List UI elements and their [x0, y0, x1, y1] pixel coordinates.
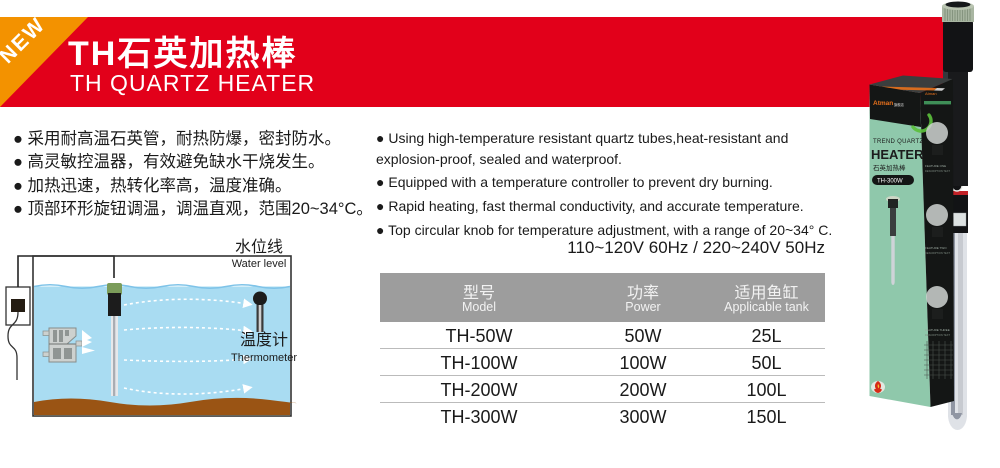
svg-text:DESCRIPTION TEXT: DESCRIPTION TEXT — [925, 169, 950, 173]
svg-text:水位线: 水位线 — [235, 238, 283, 256]
svg-text:TREND QUARTZ: TREND QUARTZ — [873, 139, 924, 145]
svg-text:HEATER: HEATER — [871, 147, 924, 162]
svg-text:FEATURE ONE: FEATURE ONE — [925, 164, 946, 168]
svg-text:Water level: Water level — [232, 258, 287, 270]
svg-text:温度计: 温度计 — [240, 331, 288, 349]
svg-text:DESCRIPTION TEXT: DESCRIPTION TEXT — [925, 251, 950, 255]
svg-text:TH-300W: TH-300W — [877, 179, 903, 185]
svg-text:FEATURE THREE: FEATURE THREE — [925, 328, 950, 332]
svg-text:石英加热棒: 石英加热棒 — [873, 163, 906, 172]
svg-text:Thermometer: Thermometer — [231, 352, 297, 364]
svg-text:FEATURE TWO: FEATURE TWO — [925, 246, 947, 250]
svg-text:Atman: Atman — [873, 100, 893, 107]
svg-text:旗舰店: 旗舰店 — [894, 102, 905, 107]
svg-text:Atman: Atman — [925, 91, 937, 96]
svg-text:DESCRIPTION TEXT: DESCRIPTION TEXT — [925, 333, 950, 337]
